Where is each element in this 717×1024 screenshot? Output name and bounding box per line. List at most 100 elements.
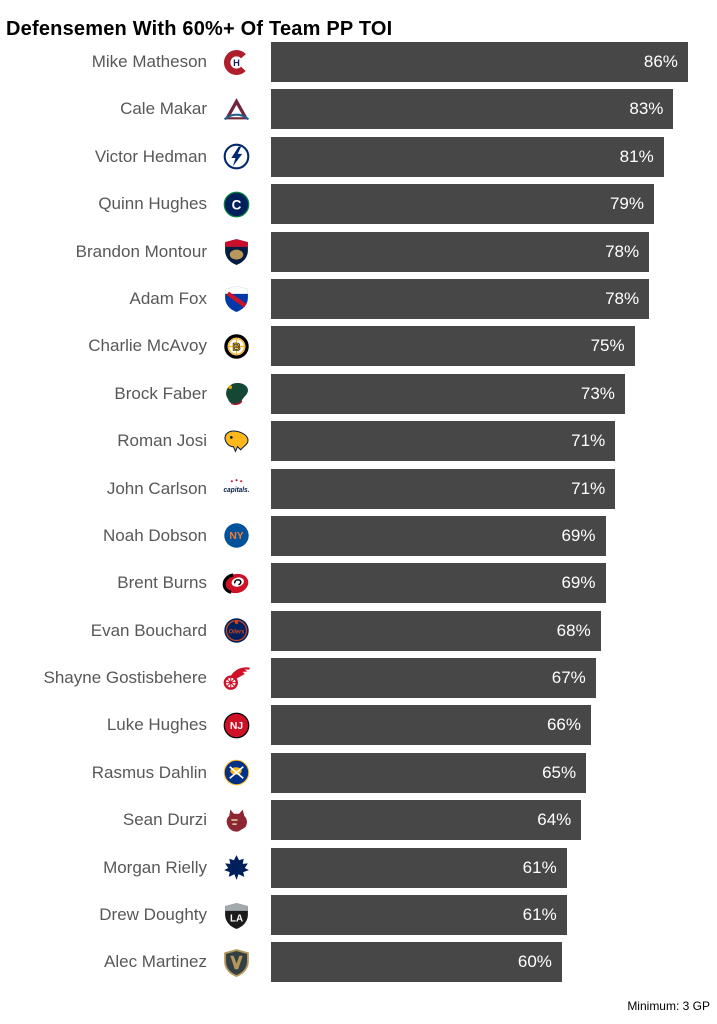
player-name: Noah Dobson [103,525,207,545]
pp-toi-bar: 64% [271,800,582,841]
chart-row: Noah Dobson NY 69% [0,515,717,556]
bar-chart: Mike Matheson H 86% Cale Makar 83% Victor H… [0,42,717,990]
bar-value-label: 71% [571,431,606,451]
player-name: Roman Josi [117,431,207,451]
player-name: Quinn Hughes [98,194,207,214]
player-name: Morgan Rielly [103,857,207,877]
chart-row: Quinn Hughes C 79% [0,184,717,225]
team-logo [207,806,271,835]
bar-value-label: 78% [605,241,640,261]
team-logo [207,569,271,598]
svg-text:NY: NY [229,532,243,543]
pp-toi-bar: 78% [271,231,650,272]
pp-toi-bar: 68% [271,610,601,651]
bar-value-label: 61% [522,905,557,925]
chart-row: Brock Faber 73% [0,373,717,414]
chart-row: Cale Makar 83% [0,89,717,130]
team-logo [207,664,271,693]
team-logo: NJ [207,711,271,740]
chart-row: Charlie McAvoy B 75% [0,326,717,367]
player-name: Luke Hughes [106,715,207,735]
sabres-crossed-swords-logo-icon [223,760,249,786]
player-name: Mike Matheson [91,52,207,71]
maple-leafs-leaf-logo-icon [223,855,249,881]
svg-text:C: C [231,197,241,212]
chart-row: Drew Doughty LA 61% [0,895,717,936]
team-logo: NY [207,521,271,550]
team-logo: Oilers [207,616,271,645]
team-logo: B [207,332,271,361]
team-logo [207,948,271,977]
chart-row: Luke Hughes NJ 66% [0,705,717,746]
chart-row: Sean Durzi 64% [0,800,717,841]
bar-value-label: 79% [609,194,644,214]
pp-toi-bar: 60% [271,942,562,983]
bar-value-label: 69% [561,573,596,593]
wild-animal-logo-icon [225,383,248,406]
team-logo [207,427,271,456]
devils-nj-logo-icon: NJ [223,712,249,739]
pp-toi-bar: 86% [271,42,688,82]
minimum-note: Minimum: 3 GP [627,999,710,1013]
team-logo: C [207,190,271,219]
pp-toi-bar: 61% [271,847,567,888]
bar-value-label: 60% [517,952,552,972]
chart-row: Rasmus Dahlin 65% [0,752,717,793]
svg-text:NJ: NJ [229,721,242,732]
svg-text:LA: LA [229,913,242,924]
player-name: Victor Hedman [94,146,207,166]
bar-value-label: 86% [643,52,678,71]
svg-text:H: H [233,57,240,67]
predators-fang-logo-icon [223,430,248,453]
svg-text:capitals.: capitals. [223,485,249,494]
pp-toi-bar: 67% [271,658,596,699]
team-logo [207,237,271,266]
player-name: Rasmus Dahlin [91,762,207,782]
bar-value-label: 78% [605,288,640,308]
player-name: John Carlson [106,478,207,498]
pp-toi-bar: 79% [271,184,654,225]
player-name: Brent Burns [117,573,207,593]
bar-value-label: 81% [619,146,654,166]
golden-knights-shield-logo-icon [223,949,249,977]
pp-toi-bar: 69% [271,563,606,604]
chart-row: Brandon Montour 78% [0,231,717,272]
bar-value-label: 65% [542,762,577,782]
pp-toi-bar: 75% [271,326,635,367]
pp-toi-bar: 73% [271,373,625,414]
chart-row: Shayne Gostisbehere 67% [0,658,717,699]
pp-toi-bar: 65% [271,752,587,793]
bar-value-label: 83% [629,99,664,119]
team-logo: LA [207,901,271,930]
capitals-script-logo-icon: capitals. [223,479,249,494]
chart-title: Defensemen With 60%+ Of Team PP TOI [6,18,393,41]
rangers-shield-logo-icon [224,286,248,313]
canucks-orca-logo-icon: C [223,191,249,218]
pp-toi-bar: 71% [271,421,616,462]
player-name: Shayne Gostisbehere [43,668,208,688]
bar-value-label: 61% [522,857,557,877]
player-name: Charlie McAvoy [88,336,207,356]
svg-text:B: B [232,341,240,353]
pp-toi-bar: 81% [271,136,664,177]
chart-row: Brent Burns 69% [0,563,717,604]
team-logo: capitals. [207,474,271,503]
bar-value-label: 73% [580,383,615,403]
chart-row: Morgan Rielly 61% [0,847,717,888]
bar-value-label: 67% [551,668,586,688]
lightning-bolt-logo-icon [223,143,249,170]
islanders-ny-logo-icon: NY [223,523,249,549]
player-name: Brandon Montour [75,241,207,261]
chart-row: Adam Fox 78% [0,278,717,319]
chart-row: Roman Josi 71% [0,421,717,462]
chart-row: Victor Hedman 81% [0,136,717,177]
canadiens-ch-logo-icon: H [223,49,249,75]
hurricanes-flag-logo-icon [222,573,248,594]
player-name: Brock Faber [114,383,207,403]
pp-toi-bar: 71% [271,468,616,509]
pp-toi-bar: 61% [271,895,567,936]
player-name: Cale Makar [120,99,207,119]
bar-value-label: 71% [571,478,606,498]
pp-toi-bar: 69% [271,515,606,556]
player-name: Evan Bouchard [90,620,207,640]
